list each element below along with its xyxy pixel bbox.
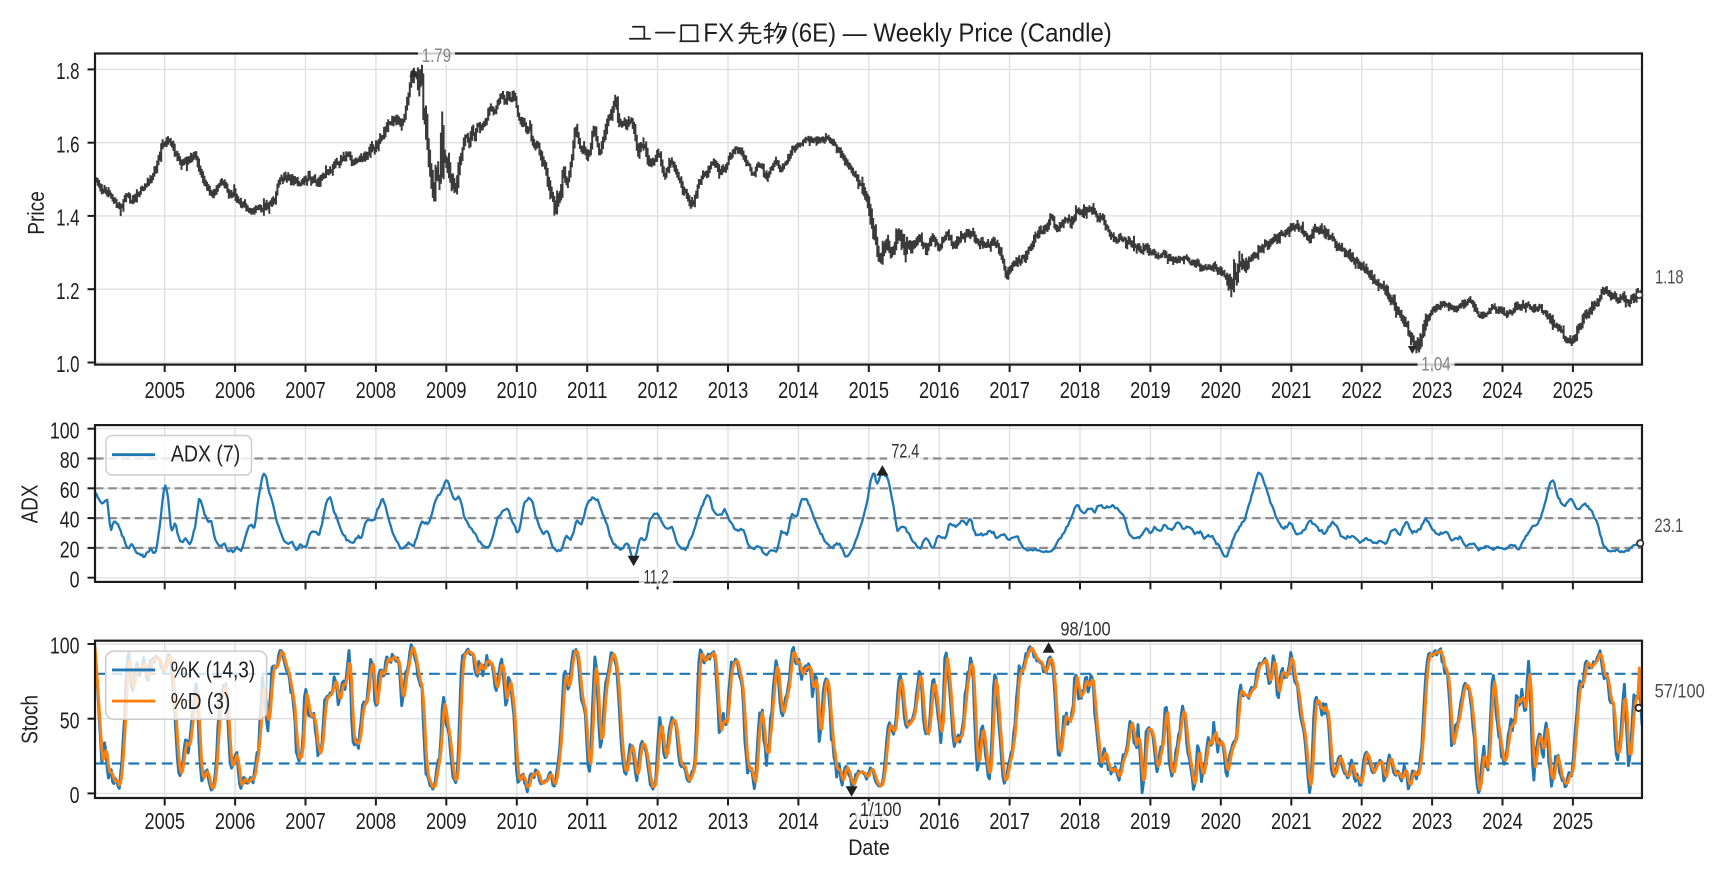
svg-text:40: 40 [60, 507, 80, 533]
svg-text:2009: 2009 [426, 377, 467, 403]
svg-text:2021: 2021 [1271, 808, 1312, 834]
svg-text:Stoch: Stoch [17, 695, 43, 744]
svg-text:50: 50 [60, 707, 80, 733]
svg-text:2020: 2020 [1201, 808, 1242, 834]
svg-text:1.4: 1.4 [56, 205, 79, 231]
svg-text:0: 0 [70, 782, 80, 808]
svg-text:2024: 2024 [1482, 808, 1523, 834]
svg-text:%K (14,3): %K (14,3) [171, 657, 255, 683]
svg-text:1.18: 1.18 [1655, 267, 1684, 289]
svg-text:100: 100 [50, 633, 80, 659]
svg-text:1.2: 1.2 [56, 278, 79, 304]
svg-text:2022: 2022 [1341, 808, 1382, 834]
svg-text:Date: Date [848, 835, 890, 860]
svg-text:2020: 2020 [1201, 377, 1242, 403]
svg-text:2019: 2019 [1130, 377, 1171, 403]
svg-text:60: 60 [60, 477, 80, 503]
svg-text:2025: 2025 [1553, 808, 1594, 834]
svg-text:2023: 2023 [1412, 377, 1453, 403]
svg-text:2021: 2021 [1271, 377, 1312, 403]
svg-text:2025: 2025 [1553, 377, 1594, 403]
svg-text:1.8: 1.8 [56, 58, 79, 84]
svg-text:2011: 2011 [567, 377, 608, 403]
svg-text:2018: 2018 [1060, 377, 1101, 403]
svg-text:2008: 2008 [356, 377, 397, 403]
svg-text:57/100: 57/100 [1655, 680, 1705, 702]
svg-text:2006: 2006 [215, 377, 256, 403]
svg-text:2011: 2011 [567, 808, 608, 834]
svg-text:%D (3): %D (3) [171, 688, 230, 714]
svg-text:1.6: 1.6 [56, 131, 79, 157]
svg-text:2006: 2006 [215, 808, 256, 834]
svg-text:2014: 2014 [778, 377, 819, 403]
svg-text:2007: 2007 [285, 377, 326, 403]
svg-text:1/100: 1/100 [860, 799, 902, 821]
svg-text:11.2: 11.2 [644, 566, 669, 588]
svg-text:80: 80 [60, 447, 80, 473]
svg-text:98/100: 98/100 [1060, 619, 1110, 641]
svg-text:2010: 2010 [497, 377, 538, 403]
svg-text:72.4: 72.4 [891, 440, 919, 462]
svg-text:2009: 2009 [426, 808, 467, 834]
svg-text:2008: 2008 [356, 808, 397, 834]
svg-text:2023: 2023 [1412, 808, 1453, 834]
svg-text:(6E) — Weekly Price (Candle): (6E) — Weekly Price (Candle) [791, 18, 1112, 48]
svg-text:2016: 2016 [919, 808, 960, 834]
svg-text:2024: 2024 [1482, 377, 1523, 403]
svg-text:2005: 2005 [144, 808, 185, 834]
svg-text:0: 0 [70, 566, 80, 592]
svg-text:2012: 2012 [637, 808, 678, 834]
svg-text:1.0: 1.0 [56, 351, 79, 377]
svg-text:2013: 2013 [708, 377, 749, 403]
svg-text:1.79: 1.79 [422, 45, 451, 67]
svg-text:Price: Price [23, 191, 49, 235]
svg-text:2013: 2013 [708, 808, 749, 834]
svg-text:2010: 2010 [497, 808, 538, 834]
svg-text:2018: 2018 [1060, 808, 1101, 834]
svg-text:ADX (7): ADX (7) [171, 441, 240, 467]
svg-text:ADX: ADX [17, 484, 43, 523]
svg-text:2014: 2014 [778, 808, 819, 834]
svg-text:2016: 2016 [919, 377, 960, 403]
svg-text:2012: 2012 [637, 377, 678, 403]
svg-text:2005: 2005 [144, 377, 185, 403]
svg-text:FX: FX [703, 18, 734, 48]
svg-text:23.1: 23.1 [1654, 515, 1683, 537]
svg-text:2019: 2019 [1130, 808, 1171, 834]
svg-text:1.04: 1.04 [1421, 353, 1451, 375]
svg-text:2022: 2022 [1341, 377, 1382, 403]
svg-text:2015: 2015 [849, 377, 890, 403]
svg-text:20: 20 [60, 537, 80, 563]
svg-text:2007: 2007 [285, 808, 326, 834]
svg-text:100: 100 [50, 417, 80, 443]
svg-text:2017: 2017 [989, 377, 1030, 403]
svg-text:2017: 2017 [989, 808, 1030, 834]
